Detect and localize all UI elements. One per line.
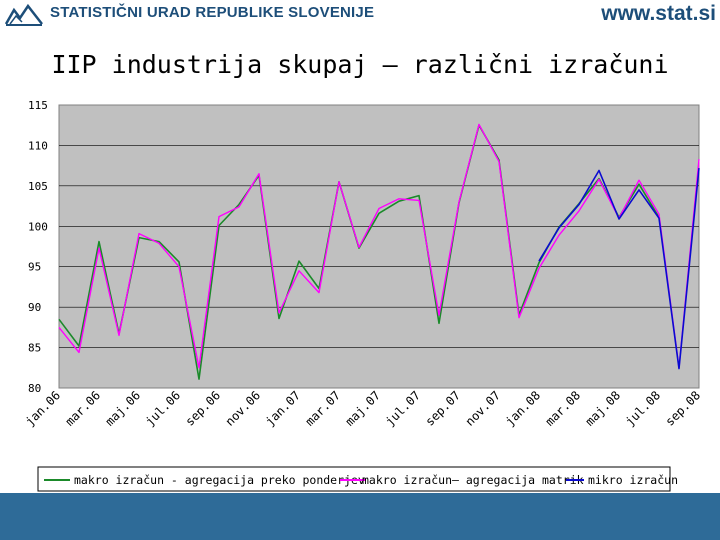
x-tick-label: maj.08 — [583, 388, 624, 429]
x-tick-label: jul.06 — [143, 388, 184, 429]
x-tick-label: maj.07 — [343, 388, 384, 429]
legend-label-1: makro izračun - agregacija preko ponderj… — [74, 473, 365, 487]
header-bar: STATISTIČNI URAD REPUBLIKE SLOVENIJE www… — [0, 0, 720, 30]
y-tick-label: 90 — [28, 301, 41, 314]
x-tick-label: maj.06 — [103, 388, 144, 429]
page-title: IIP industrija skupaj – različni izračun… — [51, 50, 669, 79]
x-tick-label: mar.08 — [543, 388, 584, 429]
x-tick-label: sep.06 — [183, 388, 224, 429]
x-tick-label: mar.06 — [63, 388, 104, 429]
y-tick-label: 95 — [28, 261, 41, 274]
x-tick-label: sep.07 — [423, 388, 464, 429]
x-tick-label: nov.07 — [463, 388, 504, 429]
x-tick-label: jul.07 — [383, 388, 424, 429]
series-line-3 — [538, 168, 700, 370]
y-tick-label: 80 — [28, 382, 41, 395]
legend-label-2: makro izračun– agregacija matrik — [362, 473, 584, 487]
y-tick-label: 85 — [28, 342, 41, 355]
site-url[interactable]: www.stat.si — [601, 2, 716, 25]
surs-logo-icon — [4, 3, 43, 26]
x-tick-label: jul.08 — [623, 388, 664, 429]
y-tick-label: 110 — [28, 139, 48, 152]
x-tick-label: mar.07 — [303, 388, 344, 429]
org-name: STATISTIČNI URAD REPUBLIKE SLOVENIJE — [50, 4, 375, 21]
y-tick-label: 105 — [28, 180, 48, 193]
x-tick-label: jan.07 — [263, 388, 304, 429]
series-line-2 — [58, 123, 700, 369]
x-tick-label: jan.08 — [503, 388, 544, 429]
footer-bar — [0, 493, 720, 540]
legend-label-3: mikro izračun — [588, 473, 678, 487]
x-tick-label: sep.08 — [663, 388, 704, 429]
x-tick-label: nov.06 — [223, 388, 264, 429]
plot-area — [58, 104, 700, 389]
y-tick-label: 115 — [28, 99, 48, 112]
y-tick-label: 100 — [28, 220, 48, 233]
